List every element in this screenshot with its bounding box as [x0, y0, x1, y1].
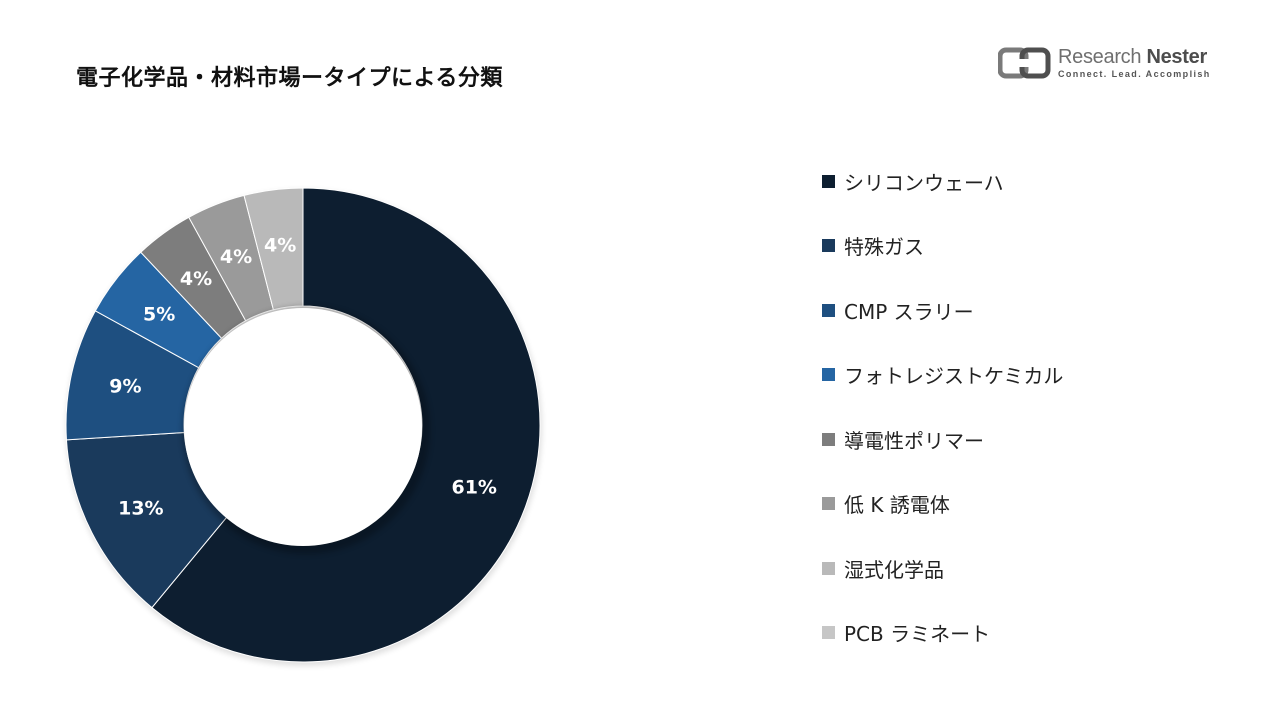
legend-item: 特殊ガス [822, 231, 924, 261]
legend-item: 湿式化学品 [822, 553, 944, 583]
data-label-3: 9% [109, 375, 141, 397]
chart-title: 電子化学品・材料市場ータイプによる分類 [76, 66, 503, 91]
legend-label: 導電性ポリマー [844, 428, 984, 453]
donut-slices [65, 187, 541, 663]
legend-swatch [822, 432, 835, 446]
legend-label: 低 K 誘電体 [844, 493, 950, 517]
data-label-6: 4% [220, 246, 252, 268]
data-label-4: 5% [143, 303, 175, 325]
legend-label: CMP スラリー [844, 299, 974, 324]
data-labels: 61%13%9%5%4%4%4% [109, 234, 497, 519]
legend-item: 導電性ポリマー [822, 424, 984, 454]
legend-item: CMP スラリー [822, 295, 974, 325]
donut-chart: 61%13%9%5%4%4%4% [65, 187, 542, 666]
legend-swatch [822, 626, 835, 639]
legend-item: 低 K 誘電体 [822, 489, 950, 519]
legend-item: PCB ラミネート [822, 618, 990, 648]
legend-swatch [822, 239, 835, 252]
legend-swatch [822, 561, 835, 575]
logo-tagline: Connect. Lead. Accomplish [1058, 69, 1211, 79]
data-label-7: 4% [264, 234, 296, 256]
legend-swatch [822, 497, 835, 510]
legend-label: 特殊ガス [844, 235, 924, 259]
slice-7 [243, 187, 304, 311]
logo-name-part2: Nester [1146, 46, 1207, 68]
legend-label: シリコンウェーハ [844, 170, 1004, 195]
legend-item: フォトレジストケミカル [822, 360, 1063, 390]
legend-label: PCB ラミネート [844, 622, 991, 646]
research-nester-logo: Research Nester Connect. Lead. Accomplis… [998, 44, 1238, 84]
legend-swatch [822, 303, 835, 317]
legend-swatch [822, 174, 835, 188]
data-label-2: 13% [118, 498, 163, 520]
logo-name: Research Nester [1058, 46, 1207, 69]
legend-label: フォトレジストケミカル [844, 364, 1064, 388]
logo-mark-icon [998, 47, 1051, 79]
legend-swatch [822, 368, 835, 381]
logo-name-part1: Research [1058, 46, 1142, 68]
legend-item: シリコンウェーハ [822, 166, 1004, 196]
data-label-1: 61% [451, 477, 496, 499]
legend-label: 湿式化学品 [844, 557, 944, 582]
donut-hole [184, 308, 422, 546]
data-label-5: 4% [180, 268, 212, 290]
